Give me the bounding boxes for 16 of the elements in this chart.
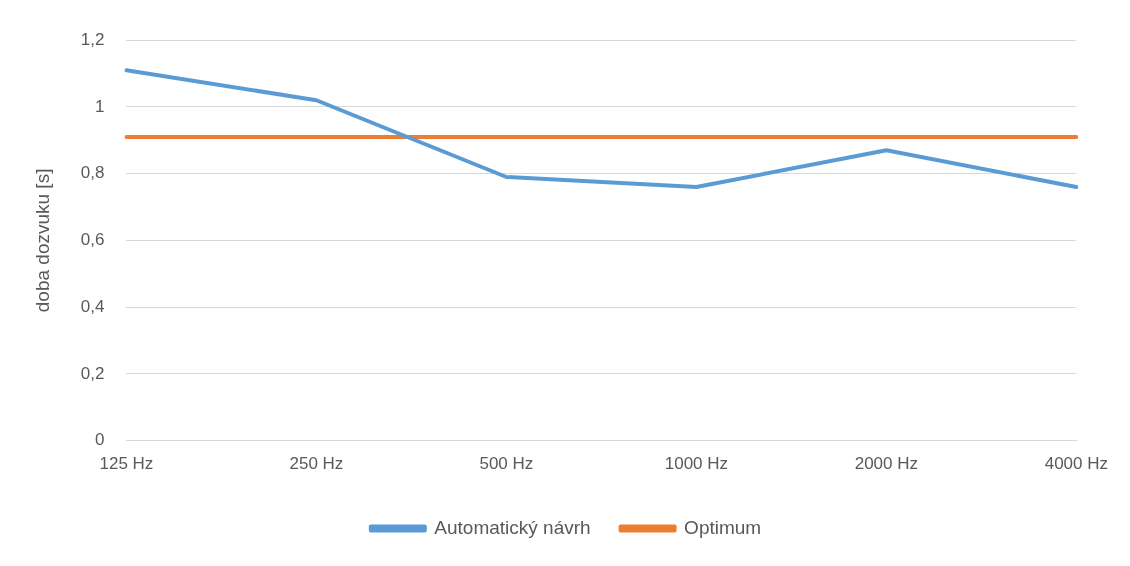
legend-label: Optimum bbox=[684, 516, 762, 538]
x-tick-label: 125 Hz bbox=[99, 454, 154, 474]
x-tick-label: 1000 Hz bbox=[664, 454, 729, 474]
x-tick-label: 500 Hz bbox=[479, 454, 534, 474]
x-tick-label: 2000 Hz bbox=[854, 454, 919, 474]
y-tick-label: 1,2 bbox=[80, 29, 105, 49]
x-tick-label: 250 Hz bbox=[289, 454, 344, 474]
y-tick-label: 0,4 bbox=[80, 296, 105, 316]
y-tick-label: 0 bbox=[94, 430, 105, 450]
y-tick-label: 0,2 bbox=[80, 363, 105, 383]
legend-label: Automatický návrh bbox=[434, 516, 591, 538]
y-tick-label: 0,8 bbox=[80, 163, 105, 183]
y-tick-label: 1 bbox=[94, 96, 105, 116]
y-axis-title: doba dozvuku [s] bbox=[31, 168, 53, 313]
x-tick-label: 4000 Hz bbox=[1044, 454, 1108, 474]
y-tick-label: 0,6 bbox=[80, 230, 105, 250]
